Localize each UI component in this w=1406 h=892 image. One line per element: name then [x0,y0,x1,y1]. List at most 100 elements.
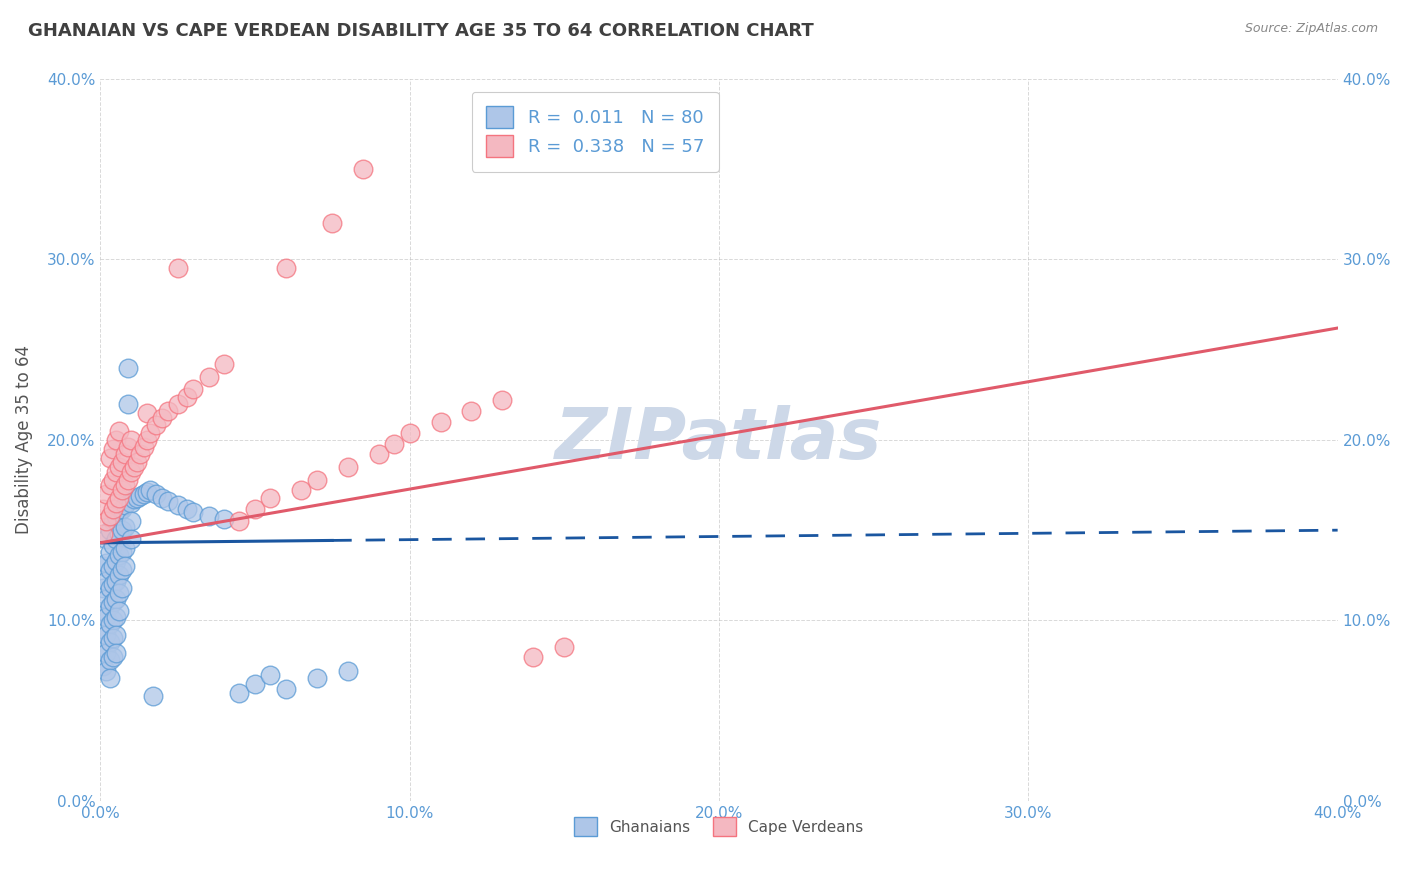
Text: ZIPatlas: ZIPatlas [555,406,883,475]
Point [166,498,188,512]
Point [352,162,374,177]
Point [127,491,149,505]
Point [274,261,297,276]
Point [108,491,131,505]
Point [96,514,118,528]
Point [98,545,121,559]
Point [336,460,359,475]
Point [120,532,142,546]
Point [98,635,121,649]
Point [367,447,389,461]
Point [114,447,136,461]
Point [553,640,575,655]
Point [176,390,198,404]
Point [181,383,204,397]
Point [96,532,118,546]
Point [101,577,124,591]
Point [93,604,115,618]
Point [104,433,127,447]
Point [101,649,124,664]
Point [111,483,134,498]
Point [101,442,124,456]
Point [132,487,155,501]
Point [274,681,297,696]
Point [98,450,121,465]
Point [98,478,121,492]
Point [117,360,139,375]
Point [127,454,149,468]
Point [98,523,121,537]
Point [491,393,513,408]
Point [176,501,198,516]
Point [101,595,124,609]
Point [108,424,131,438]
Point [98,508,121,523]
Point [120,466,142,480]
Point [96,574,118,588]
Point [120,433,142,447]
Point [104,646,127,660]
Point [259,667,281,681]
Point [117,473,139,487]
Point [111,581,134,595]
Point [228,685,250,699]
Point [108,460,131,475]
Point [101,632,124,646]
Point [259,491,281,505]
Point [96,609,118,624]
Point [98,671,121,685]
Point [111,501,134,516]
Point [157,404,180,418]
Point [290,483,312,498]
Point [114,559,136,574]
Point [305,671,328,685]
Point [93,640,115,655]
Point [135,485,157,500]
Point [150,491,173,505]
Point [96,591,118,606]
Point [212,357,235,371]
Point [108,526,131,541]
Point [132,440,155,454]
Point [96,664,118,678]
Point [114,478,136,492]
Point [101,614,124,628]
Point [98,617,121,632]
Point [93,501,115,516]
Point [108,505,131,519]
Point [120,514,142,528]
Point [96,646,118,660]
Point [93,623,115,637]
Point [111,523,134,537]
Point [145,487,167,501]
Point [98,563,121,577]
Point [243,676,266,690]
Point [96,628,118,642]
Point [93,526,115,541]
Point [228,514,250,528]
Point [108,568,131,582]
Point [101,501,124,516]
Point [93,658,115,673]
Point [129,447,152,461]
Point [157,494,180,508]
Point [104,532,127,546]
Point [150,411,173,425]
Point [197,508,219,523]
Point [101,559,124,574]
Point [166,261,188,276]
Point [212,512,235,526]
Point [98,581,121,595]
Point [124,460,146,475]
Point [120,496,142,510]
Point [93,559,115,574]
Point [336,664,359,678]
Point [104,508,127,523]
Point [104,628,127,642]
Point [108,549,131,563]
Point [114,519,136,533]
Point [101,473,124,487]
Point [104,609,127,624]
Point [429,415,451,429]
Point [98,653,121,667]
